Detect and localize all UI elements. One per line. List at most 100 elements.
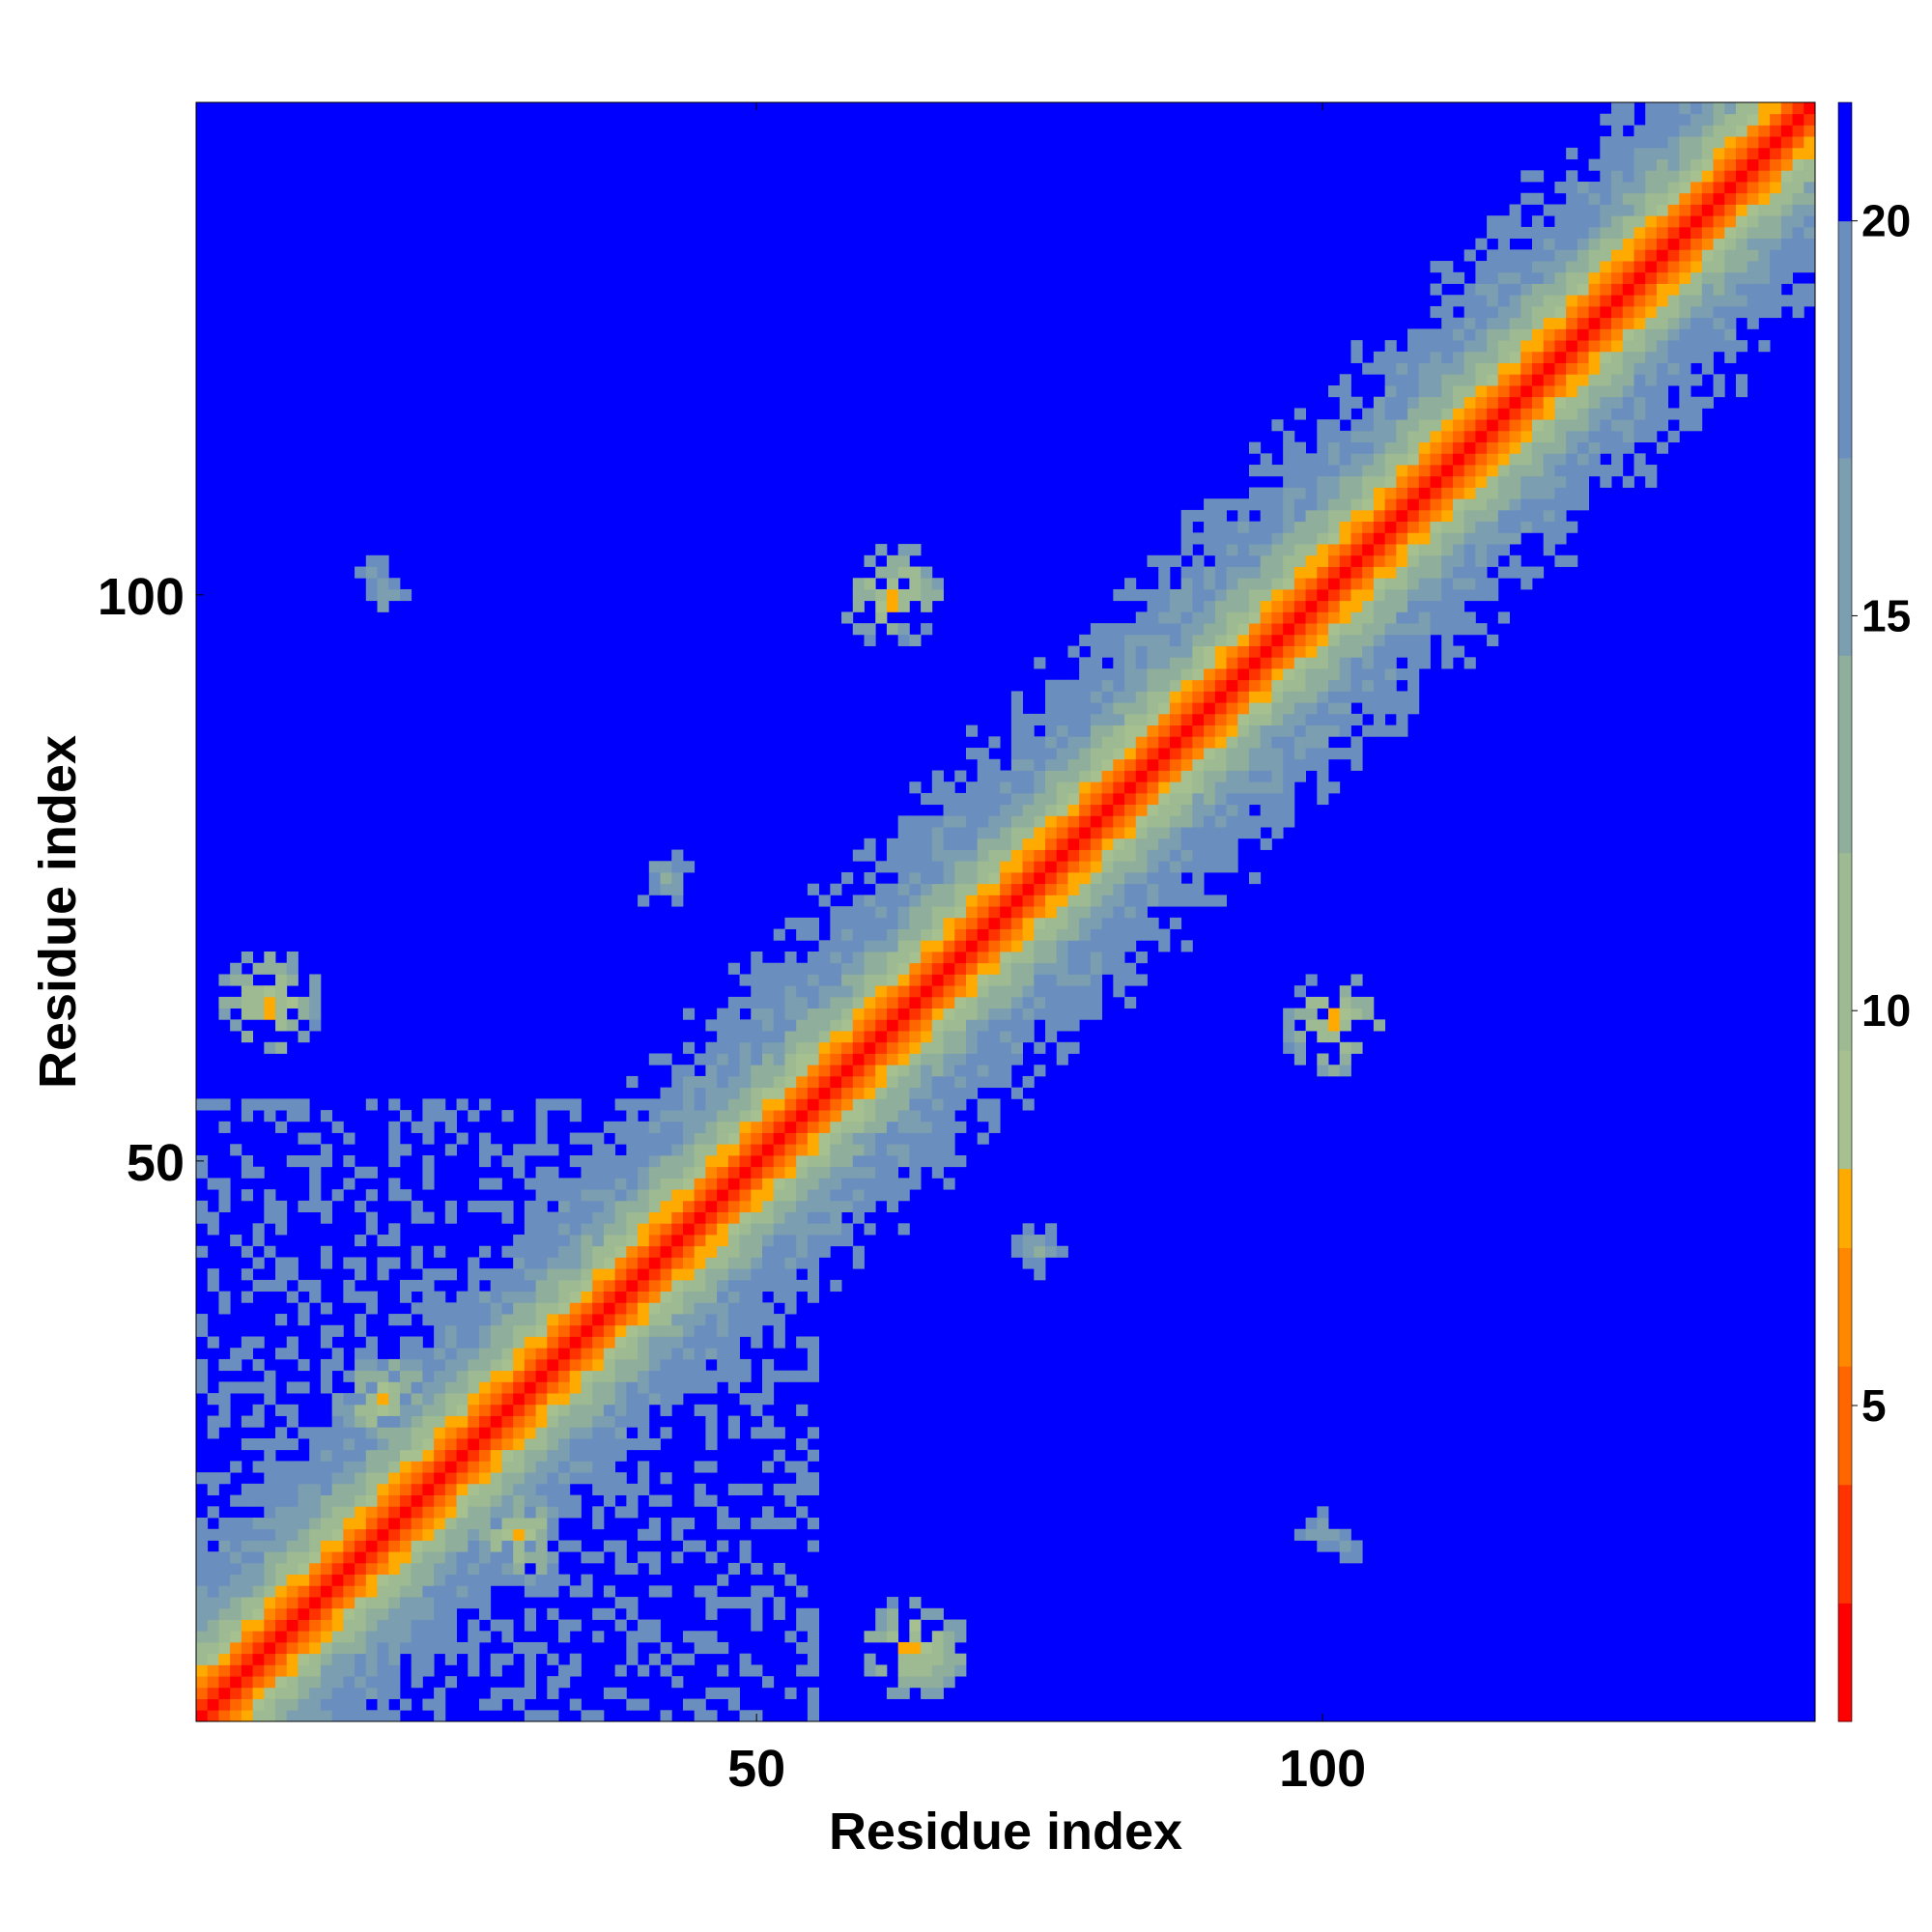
heatmap-cell	[671, 1110, 684, 1122]
heatmap-cell	[1588, 396, 1601, 409]
heatmap-cell	[897, 1144, 910, 1156]
heatmap-cell	[535, 1415, 548, 1428]
heatmap-cell	[275, 1698, 288, 1711]
heatmap-cell	[1113, 804, 1125, 816]
heatmap-cell	[1248, 702, 1262, 715]
heatmap-cell	[1180, 668, 1193, 681]
heatmap-cell	[1169, 861, 1182, 873]
heatmap-cell	[434, 1551, 446, 1564]
heatmap-cell	[988, 736, 1001, 749]
heatmap-cell	[1724, 340, 1737, 353]
heatmap-cell	[1158, 827, 1171, 839]
heatmap-cell	[897, 1075, 910, 1089]
heatmap-cell	[1079, 1008, 1092, 1020]
heatmap-cell	[1611, 158, 1624, 171]
heatmap-cell	[1373, 554, 1386, 567]
heatmap-cell	[1634, 362, 1646, 375]
heatmap-cell	[444, 1562, 457, 1576]
heatmap-cell	[626, 1245, 639, 1258]
heatmap-cell	[569, 1698, 582, 1711]
heatmap-cell	[943, 1008, 955, 1020]
heatmap-cell	[264, 1393, 276, 1406]
heatmap-cell	[275, 1483, 288, 1495]
heatmap-cell	[909, 1008, 922, 1020]
heatmap-cell	[1214, 792, 1227, 806]
heatmap-cell	[1735, 182, 1748, 194]
heatmap-cell	[954, 1053, 967, 1065]
heatmap-cell	[773, 1427, 785, 1439]
heatmap-cell	[1577, 226, 1589, 240]
heatmap-cell	[309, 1019, 322, 1032]
heatmap-cell	[807, 1664, 820, 1677]
heatmap-cell	[218, 1189, 231, 1202]
heatmap-cell	[1396, 487, 1408, 499]
heatmap-cell	[513, 1381, 526, 1394]
heatmap-cell	[965, 1019, 979, 1032]
heatmap-cell	[1283, 770, 1295, 782]
heatmap-cell	[852, 1178, 865, 1190]
heatmap-cell	[1373, 668, 1386, 681]
heatmap-cell	[1192, 634, 1205, 646]
heatmap-cell	[807, 1053, 820, 1065]
heatmap-cell	[1158, 849, 1171, 862]
heatmap-cell	[1645, 419, 1658, 432]
heatmap-cell	[1260, 623, 1272, 636]
heatmap-cell	[852, 996, 865, 1009]
heatmap-cell	[1566, 305, 1578, 319]
heatmap-cell	[1600, 465, 1612, 477]
heatmap-cell	[921, 1607, 933, 1620]
heatmap-cell	[1010, 827, 1023, 839]
heatmap-cell	[1463, 305, 1476, 319]
heatmap-cell	[1656, 204, 1669, 216]
heatmap-cell	[298, 1698, 310, 1711]
heatmap-cell	[977, 804, 989, 816]
heatmap-cell	[298, 1631, 310, 1643]
heatmap-cell	[1034, 792, 1046, 806]
heatmap-cell	[1124, 588, 1137, 602]
heatmap-cell	[298, 1551, 310, 1564]
heatmap-cell	[977, 974, 989, 986]
heatmap-cell	[1135, 883, 1148, 895]
heatmap-cell	[218, 1653, 231, 1665]
heatmap-cell	[921, 861, 933, 873]
heatmap-cell	[626, 1257, 639, 1269]
heatmap-cell	[1158, 781, 1171, 794]
heatmap-cell	[581, 1166, 593, 1179]
heatmap-cell	[309, 1178, 322, 1190]
heatmap-cell	[1520, 192, 1533, 205]
heatmap-cell	[694, 1494, 706, 1507]
heatmap-cell	[1328, 702, 1341, 715]
heatmap-cell	[444, 1597, 457, 1609]
heatmap-cell	[468, 1257, 480, 1269]
heatmap-cell	[1000, 974, 1012, 986]
heatmap-cell	[1701, 170, 1714, 183]
heatmap-cell	[1113, 748, 1125, 760]
heatmap-cell	[1747, 113, 1759, 126]
heatmap-cell	[1724, 136, 1737, 149]
heatmap-cell	[535, 1381, 548, 1394]
heatmap-cell	[207, 1619, 219, 1632]
heatmap-cell	[1418, 634, 1431, 646]
heatmap-cell	[377, 1607, 389, 1620]
heatmap-cell	[864, 554, 876, 567]
heatmap-cell	[705, 1019, 718, 1032]
heatmap-cell	[1260, 758, 1272, 771]
heatmap-cell	[648, 1268, 661, 1281]
heatmap-cell	[264, 962, 276, 975]
heatmap-cell	[1158, 792, 1171, 806]
heatmap-cell	[434, 1404, 446, 1416]
heatmap-cell	[648, 1518, 661, 1530]
heatmap-cell	[909, 1098, 922, 1111]
heatmap-cell	[943, 1121, 955, 1133]
heatmap-cell	[1113, 815, 1125, 828]
heatmap-cell	[411, 1528, 423, 1541]
heatmap-cell	[456, 1370, 469, 1382]
heatmap-cell	[1713, 192, 1725, 205]
heatmap-cell	[309, 1619, 322, 1632]
heatmap-cell	[434, 1370, 446, 1382]
heatmap-cell	[818, 1053, 831, 1065]
heatmap-cell	[1237, 578, 1250, 590]
heatmap-cell	[1611, 102, 1624, 115]
heatmap-cell	[1192, 838, 1205, 850]
heatmap-cell	[241, 1189, 253, 1202]
